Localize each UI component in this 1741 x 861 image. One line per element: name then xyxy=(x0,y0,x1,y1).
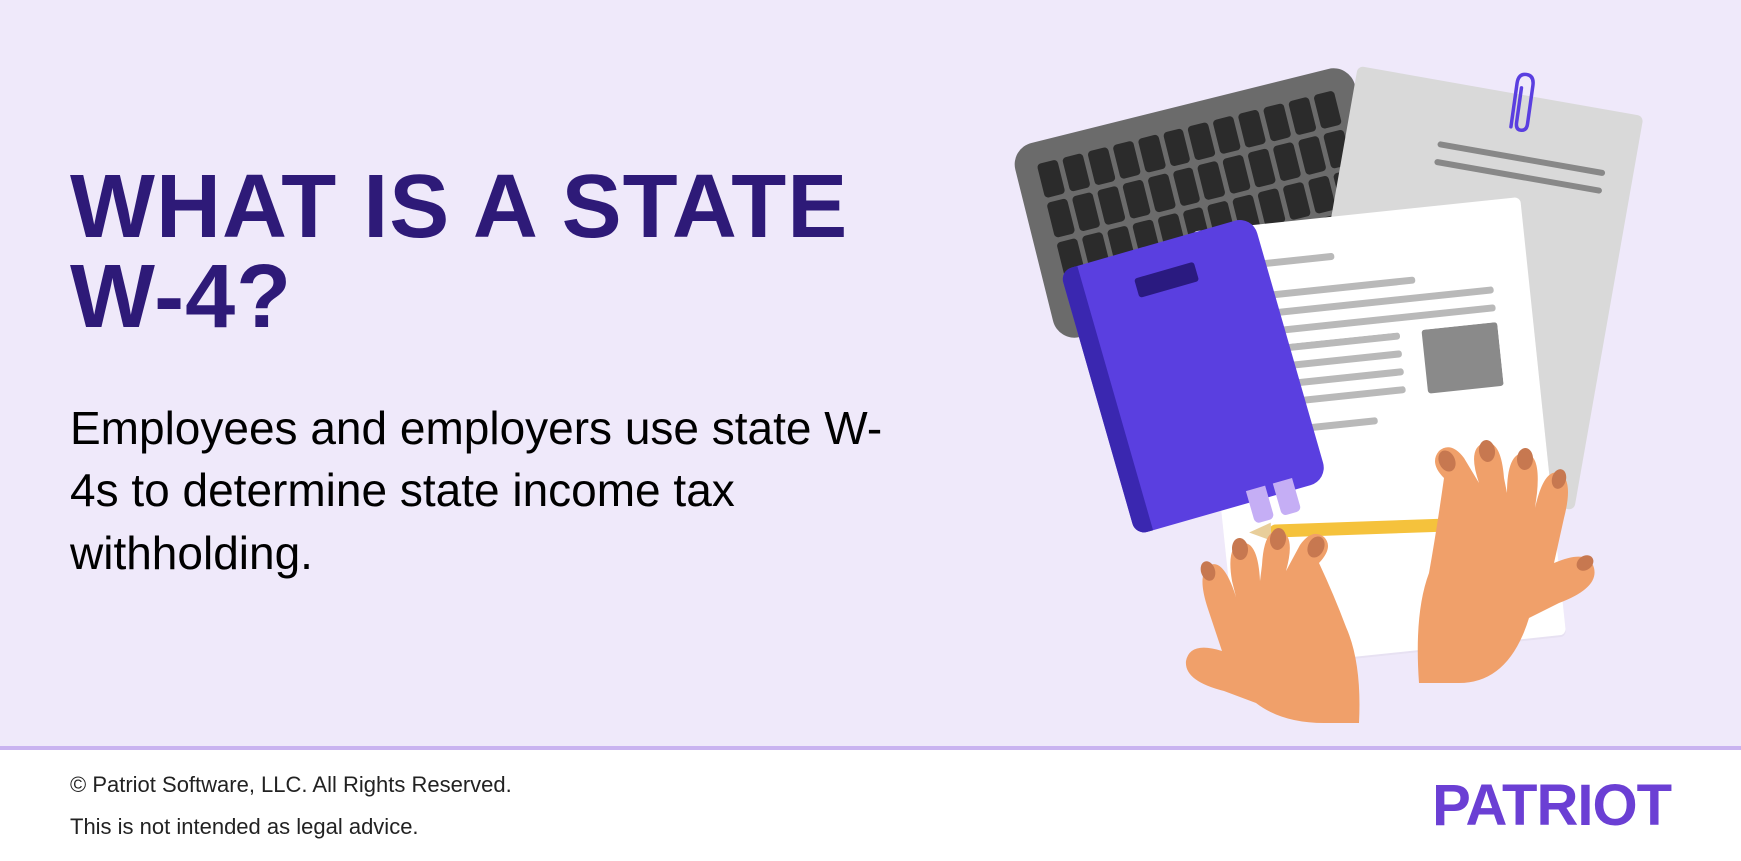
main-panel: WHAT IS A STATE W-4? Employees and emplo… xyxy=(0,0,1741,746)
headline: WHAT IS A STATE W-4? xyxy=(70,162,959,342)
legal-block: © Patriot Software, LLC. All Rights Rese… xyxy=(70,764,512,848)
hand-right-icon xyxy=(1389,433,1609,693)
disclaimer-text: This is not intended as legal advice. xyxy=(70,806,512,848)
copyright-text: © Patriot Software, LLC. All Rights Rese… xyxy=(70,764,512,806)
brand-logo: PATRIOT xyxy=(1432,772,1671,839)
footer: © Patriot Software, LLC. All Rights Rese… xyxy=(0,746,1741,861)
illustration xyxy=(999,53,1671,693)
text-block: WHAT IS A STATE W-4? Employees and emplo… xyxy=(70,162,999,583)
body-text: Employees and employers use state W-4s t… xyxy=(70,397,920,583)
hand-left-icon xyxy=(1174,523,1374,723)
